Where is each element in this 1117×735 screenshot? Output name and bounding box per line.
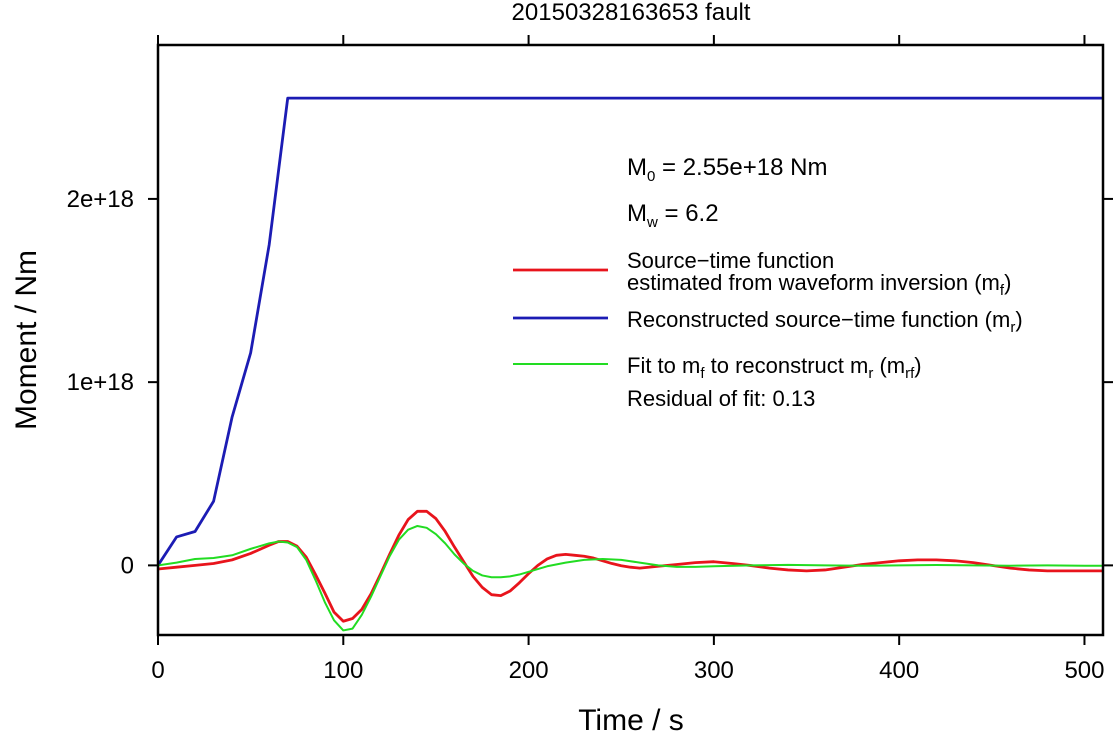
y-tick-label: 2e+18 bbox=[67, 186, 134, 213]
legend-label-0: estimated from waveform inversion (mf) bbox=[627, 270, 1011, 299]
residual-annotation: Residual of fit: 0.13 bbox=[627, 386, 815, 411]
legend-label-0: Source−time function bbox=[627, 248, 834, 273]
x-tick-label: 400 bbox=[879, 657, 919, 684]
x-tick-label: 200 bbox=[509, 657, 549, 684]
x-tick-label: 0 bbox=[151, 657, 164, 684]
series-line-2 bbox=[158, 524, 1103, 632]
y-tick-label: 0 bbox=[121, 552, 134, 579]
y-axis: 0 1e+18 2e+18 bbox=[67, 186, 1113, 579]
series-line-1 bbox=[158, 96, 1103, 567]
mw-annotation: Mw = 6.2 bbox=[627, 200, 719, 231]
series-line-0 bbox=[158, 509, 1103, 623]
m0-annotation: M0 = 2.55e+18 Nm bbox=[627, 154, 827, 185]
series-layer bbox=[158, 96, 1103, 632]
moment-annotations: M0 = 2.55e+18 Nm Mw = 6.2 bbox=[627, 154, 827, 231]
x-tick-label: 300 bbox=[694, 657, 734, 684]
legend-label-1: Reconstructed source−time function (mr) bbox=[627, 307, 1023, 336]
x-tick-label: 500 bbox=[1064, 657, 1104, 684]
x-tick-label: 100 bbox=[323, 657, 363, 684]
chart-title: 20150328163653 fault bbox=[512, 0, 751, 26]
y-axis-title: Moment / Nm bbox=[10, 250, 43, 430]
x-axis: 0 100 200 300 400 500 bbox=[151, 35, 1104, 684]
x-axis-title: Time / s bbox=[578, 704, 684, 735]
plot-frame bbox=[156, 43, 1105, 637]
y-tick-label: 1e+18 bbox=[67, 369, 134, 396]
legend-label-2: Fit to mf to reconstruct mr (mrf) bbox=[627, 353, 922, 382]
